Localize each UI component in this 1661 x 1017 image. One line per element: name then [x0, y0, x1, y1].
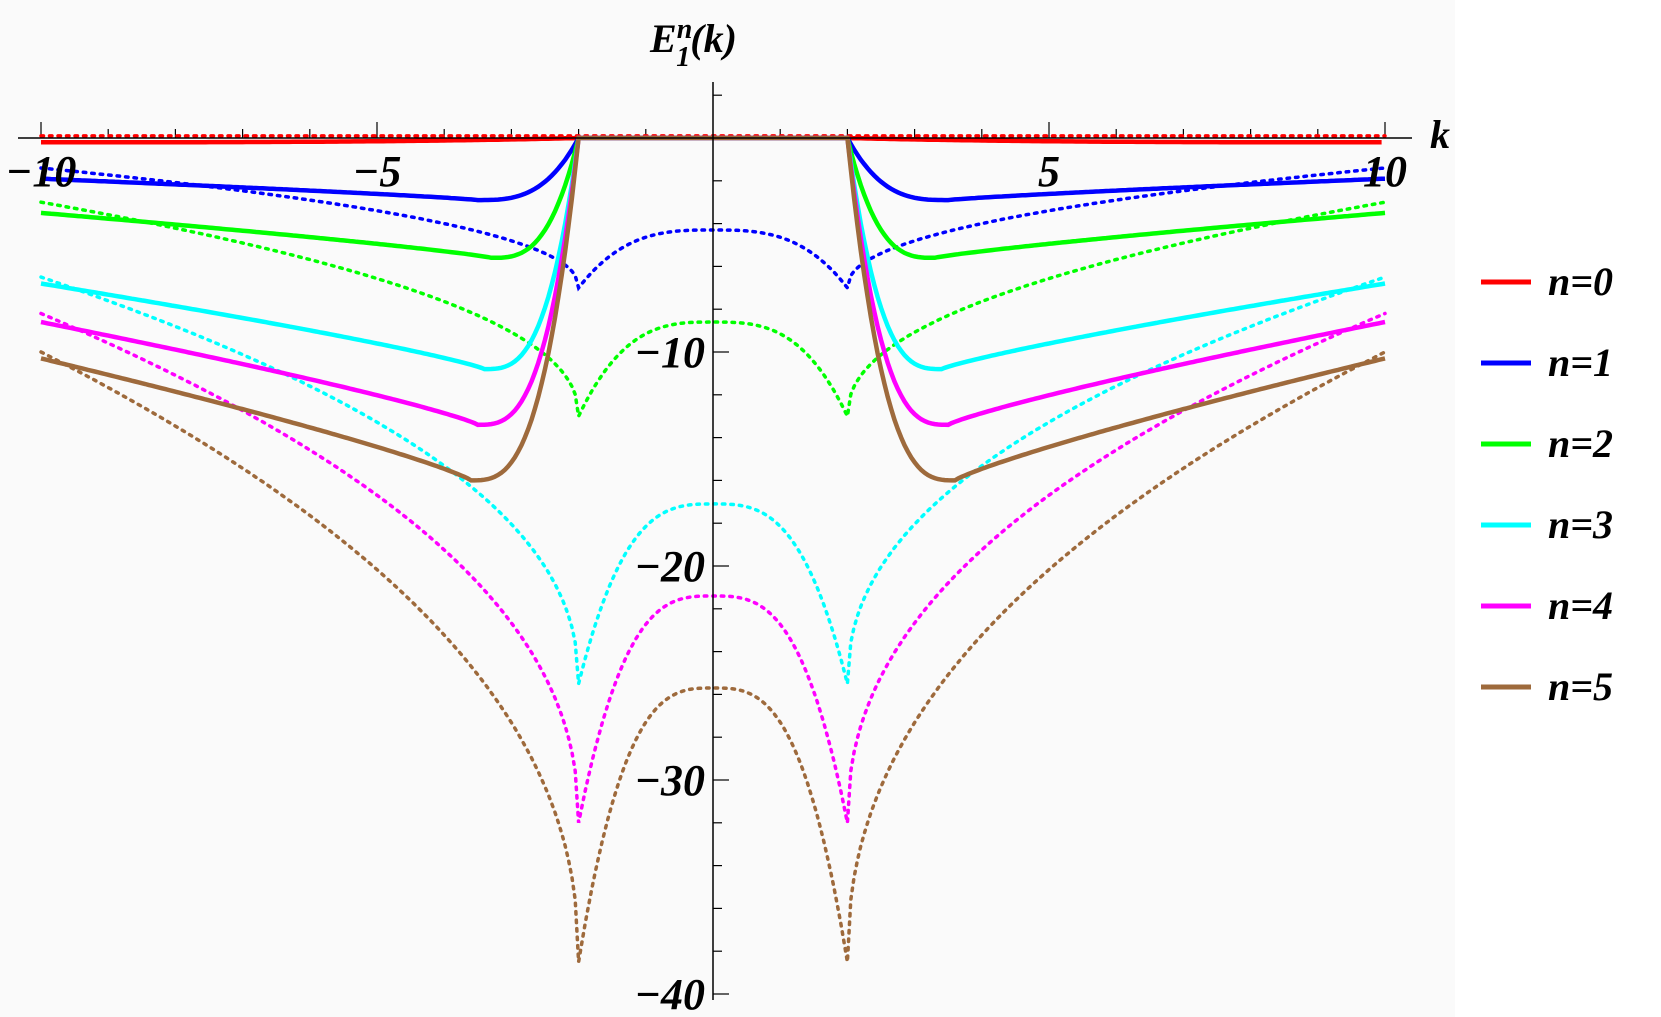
series-dotted-2: [39, 200, 1387, 422]
x-tick-label: −5: [353, 147, 402, 196]
plot-background: [0, 0, 1455, 1017]
x-tick-label: 10: [1363, 147, 1407, 196]
legend-label-0: n=0: [1548, 259, 1613, 304]
legend: n=0 n=1 n=2 n=3 n=4 n=5: [1481, 259, 1613, 709]
y-axis-label-subscript: 1: [676, 42, 690, 73]
y-tick-label: −20: [634, 542, 705, 591]
legend-label-2: n=2: [1548, 421, 1613, 466]
y-axis-label-superscript: n: [677, 14, 693, 45]
series-dotted-5: [39, 350, 1387, 963]
tick-labels: −10 −5 5 10 −10 −20 −30 −40: [6, 147, 1407, 1017]
y-tick-label: −30: [634, 756, 705, 805]
y-axis-label-base: E: [649, 16, 677, 61]
y-tick-label: −10: [634, 328, 705, 377]
x-tick-label: −10: [6, 147, 77, 196]
legend-label-1: n=1: [1548, 340, 1613, 385]
legend-label-3: n=3: [1548, 502, 1613, 547]
x-tick-label: 5: [1038, 147, 1060, 196]
legend-label-4: n=4: [1548, 583, 1613, 628]
y-tick-label: −40: [634, 970, 705, 1017]
y-axis-label: En 1(k): [649, 14, 737, 73]
y-axis-label-suffix: (k): [690, 16, 737, 61]
legend-label-5: n=5: [1548, 664, 1613, 709]
x-axis-label: k: [1430, 112, 1450, 157]
